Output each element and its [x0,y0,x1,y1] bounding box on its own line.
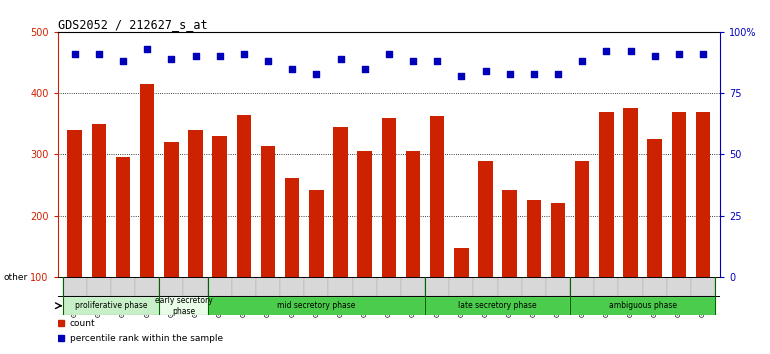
Bar [329,277,353,296]
Text: GDS2052 / 212627_s_at: GDS2052 / 212627_s_at [58,18,207,31]
Bar [261,147,275,277]
Bar [87,277,111,296]
Bar [478,161,493,277]
Point [624,48,637,54]
Bar [551,204,565,277]
Point [286,66,298,72]
Text: ambiguous phase: ambiguous phase [608,301,677,310]
Point [383,51,395,57]
Bar [304,277,329,296]
Bar [522,277,546,296]
Bar [213,136,227,277]
Point [576,58,588,64]
Text: mid secretory phase: mid secretory phase [277,301,356,310]
Bar [454,247,469,277]
Bar [333,127,348,277]
Bar [570,296,715,315]
Bar [164,142,179,277]
Bar [116,158,130,277]
Bar [68,130,82,277]
Bar [140,84,155,277]
Point [310,71,323,76]
Point [262,58,274,64]
Text: percentile rank within the sample: percentile rank within the sample [69,334,223,343]
Point [117,58,129,64]
Text: early secretory
phase: early secretory phase [155,296,213,316]
Text: proliferative phase: proliferative phase [75,301,147,310]
Bar [183,277,208,296]
Bar [353,277,377,296]
Bar [309,190,323,277]
Bar [135,277,159,296]
Bar [691,277,715,296]
Point [697,51,709,57]
Point [480,68,492,74]
Point [455,73,467,79]
Bar [618,277,643,296]
Bar [159,296,208,315]
Bar [575,161,590,277]
Bar [256,277,280,296]
Bar [623,108,638,277]
Point [213,53,226,59]
Bar [208,277,232,296]
Bar [430,116,444,277]
Bar [474,277,497,296]
Bar [546,277,570,296]
Bar [594,277,618,296]
Bar [667,277,691,296]
Point [359,66,371,72]
Bar [62,296,159,315]
Text: late secretory phase: late secretory phase [458,301,537,310]
Bar [285,178,300,277]
Point [92,51,105,57]
Text: count: count [69,319,95,328]
Bar [648,139,662,277]
Point [334,56,346,62]
Point [648,53,661,59]
Bar [671,112,686,277]
Point [600,48,612,54]
Bar [497,277,522,296]
Point [166,56,178,62]
Bar [599,112,614,277]
Bar [377,277,401,296]
Bar [111,277,135,296]
Bar [188,130,203,277]
Bar [62,277,87,296]
Bar [401,277,425,296]
Bar [382,118,396,277]
Point [431,58,444,64]
Bar [406,152,420,277]
Point [238,51,250,57]
Bar [236,115,251,277]
Bar [280,277,304,296]
Point [504,71,516,76]
Bar [159,277,183,296]
Bar [527,200,541,277]
Bar [425,296,570,315]
Bar [503,190,517,277]
Bar [696,112,710,277]
Point [407,58,419,64]
Bar [570,277,594,296]
Bar [232,277,256,296]
Text: other: other [4,273,28,282]
Bar [92,124,106,277]
Point [673,51,685,57]
Point [69,51,81,57]
Point [552,71,564,76]
Point [141,46,153,52]
Bar [449,277,474,296]
Bar [357,152,372,277]
Bar [643,277,667,296]
Point [189,53,202,59]
Bar [425,277,449,296]
Bar [208,296,425,315]
Point [527,71,540,76]
